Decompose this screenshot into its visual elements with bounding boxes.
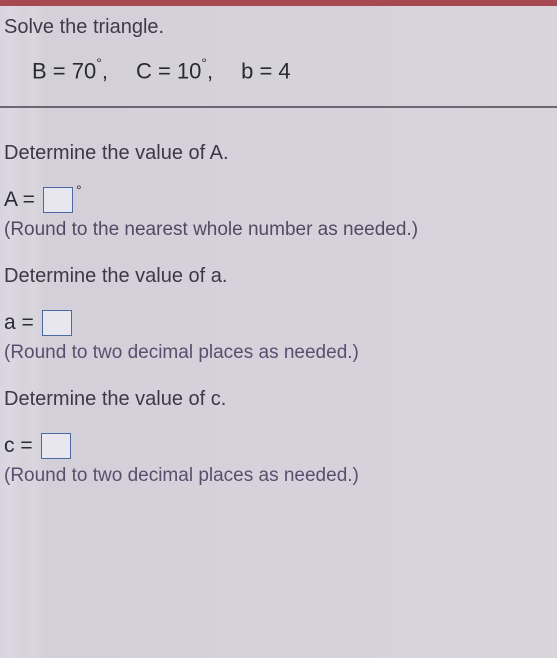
var-c: c = [4,434,33,458]
hint-c: (Round to two decimal places as needed.) [4,465,553,487]
answer-line-A: A = ° [4,187,553,213]
prompt-a: Determine the value of a. [4,265,553,288]
degree-symbol: ° [76,182,82,198]
hint-A: (Round to the nearest whole number as ne… [4,219,553,241]
hint-a: (Round to two decimal places as needed.) [4,342,553,364]
problem-statement: Solve the triangle. B = 70°,C = 10°,b = … [0,6,557,106]
input-c[interactable] [41,433,71,459]
instruction-text: Solve the triangle. [4,16,553,39]
degree-symbol: ° [96,55,102,71]
given-C: C = 10 [136,58,201,83]
comma: , [207,58,213,83]
var-a: a = [4,311,34,335]
input-a[interactable] [42,310,72,336]
answers-section: Determine the value of A. A = ° (Round t… [0,108,557,487]
answer-line-c: c = [4,433,553,459]
degree-symbol: ° [201,55,207,71]
input-A[interactable] [43,187,73,213]
answer-line-a: a = [4,310,553,336]
comma: , [102,58,108,83]
given-values: B = 70°,C = 10°,b = 4 [4,57,553,106]
prompt-c: Determine the value of c. [4,388,553,411]
given-b: b = 4 [241,58,291,83]
given-B: B = 70 [32,58,96,83]
var-A: A = [4,188,35,212]
prompt-A: Determine the value of A. [4,142,553,165]
